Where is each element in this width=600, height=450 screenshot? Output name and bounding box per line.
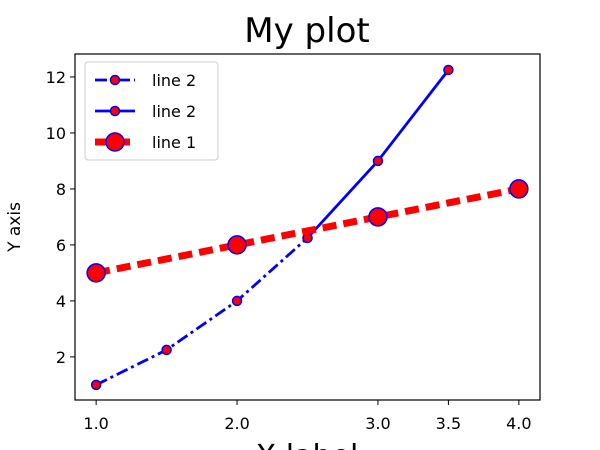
y-tick-label: 4	[56, 292, 66, 311]
x-tick-label: 1.0	[83, 414, 108, 433]
chart-title: My plot	[244, 11, 369, 51]
marker	[443, 64, 454, 76]
marker	[161, 344, 172, 356]
x-axis-label: X label	[256, 439, 359, 450]
legend-marker	[109, 105, 121, 117]
y-tick-label: 12	[46, 68, 66, 87]
plot-frame	[74, 53, 541, 401]
x-tick-label: 2.0	[224, 414, 249, 433]
legend-label: line 1	[152, 133, 196, 152]
y-tick-label: 2	[56, 348, 66, 367]
x-tick-label: 3.5	[436, 414, 461, 433]
y-tick-label: 10	[46, 124, 66, 143]
legend-label: line 2	[152, 102, 196, 121]
series-line	[95, 236, 309, 387]
marker	[227, 235, 247, 255]
x-tick-label: 3.0	[365, 414, 390, 433]
y-axis-label: Y axis	[5, 202, 25, 253]
legend-label: line 2	[152, 71, 196, 90]
marker	[372, 155, 384, 167]
x-tick-label: 4.0	[506, 414, 531, 433]
legend-marker	[109, 74, 121, 86]
legend-marker	[105, 132, 125, 152]
series-line	[95, 185, 520, 277]
marker	[231, 295, 243, 307]
marker	[90, 379, 102, 391]
marker	[86, 263, 106, 283]
y-tick-label: 8	[56, 180, 66, 199]
marker	[509, 179, 529, 199]
marker	[368, 207, 388, 227]
y-tick-label: 6	[56, 236, 66, 255]
